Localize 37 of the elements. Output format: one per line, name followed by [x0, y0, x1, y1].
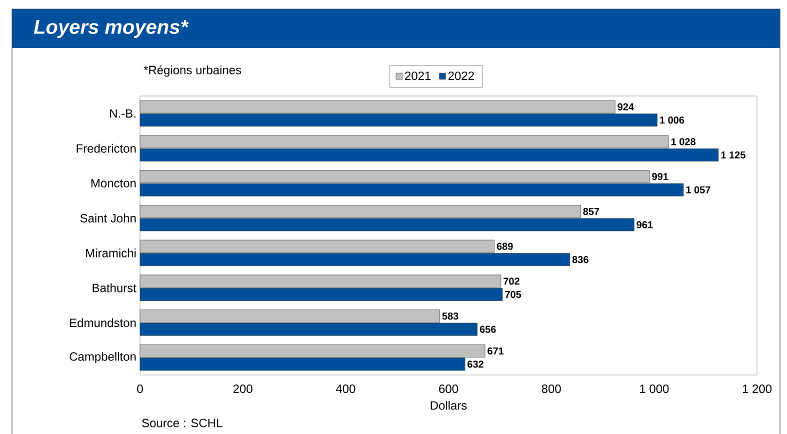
chart-subtitle: *Régions urbaines: [144, 65, 242, 77]
data-label: 656: [480, 326, 496, 333]
data-label: 632: [468, 360, 484, 368]
x-tick-label: 200: [233, 384, 252, 394]
data-label: 671: [488, 347, 504, 354]
x-tick-label: 1 200: [742, 384, 772, 394]
legend-label: 2022: [448, 72, 474, 80]
data-label: 857: [583, 208, 600, 215]
x-tick-label: 600: [439, 384, 458, 394]
y-tick-label: N.-B.: [110, 109, 136, 118]
legend-label: 2021: [405, 72, 431, 80]
y-tick-label: Bathurst: [92, 283, 136, 292]
y-tick-label: Saint John: [80, 214, 136, 222]
y-tick-label: Edmundston: [70, 318, 136, 328]
data-label: 1 028: [671, 138, 696, 146]
x-tick-label: 0: [137, 384, 143, 394]
data-label: 1 006: [660, 116, 684, 124]
data-label: 1 125: [721, 151, 746, 158]
y-tick-label: Miramichi: [86, 248, 136, 258]
data-label: 705: [505, 290, 522, 298]
x-axis-title: Dollars: [430, 400, 467, 410]
data-label: 583: [442, 312, 458, 320]
x-tick-label: 1 000: [640, 384, 669, 394]
y-tick-label: Moncton: [91, 179, 136, 188]
data-label: 991: [652, 173, 668, 180]
data-label: 689: [496, 242, 513, 250]
source-note: Source : SCHL: [142, 418, 222, 428]
data-label: 924: [618, 103, 634, 110]
data-label: 702: [504, 278, 520, 285]
x-tick-label: 800: [542, 384, 561, 394]
data-label: 1 057: [686, 186, 710, 194]
chart-title: Loyers moyens*: [34, 20, 189, 38]
data-label: 836: [572, 256, 588, 264]
data-label: 961: [636, 221, 653, 228]
y-tick-label: Campbellton: [70, 352, 136, 364]
x-tick-label: 400: [336, 384, 356, 394]
y-tick-label: Fredericton: [76, 144, 136, 153]
